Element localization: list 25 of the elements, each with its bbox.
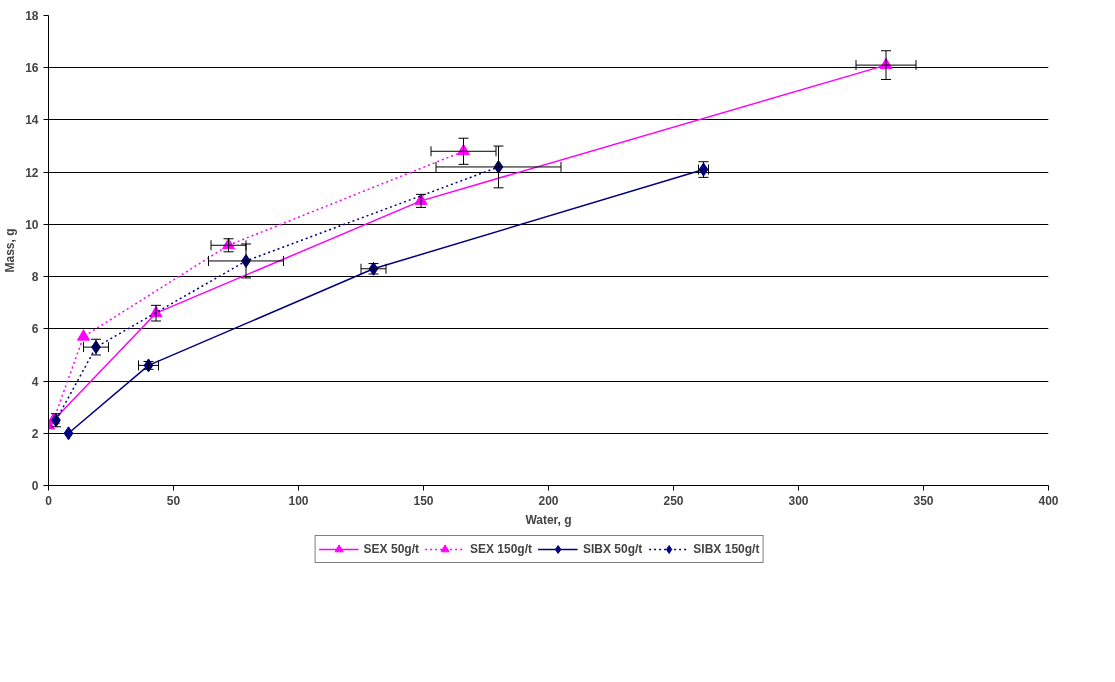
y-tick-label: 2 (31, 426, 39, 441)
x-tick-label: 200 (538, 493, 559, 508)
x-tick-label: 250 (663, 493, 684, 508)
y-axis-title: Mass, g (3, 228, 18, 273)
y-tick-label: 14 (25, 113, 39, 128)
y-tick-label: 18 (25, 9, 39, 23)
y-tick-label: 16 (25, 61, 39, 76)
x-tick-label: 0 (45, 493, 53, 508)
legend-label: SEX 50g/t (363, 542, 419, 556)
x-tick-label: 350 (913, 493, 934, 508)
y-tick-label: 4 (31, 374, 39, 389)
y-tick-label: 0 (31, 479, 39, 493)
x-tick-label: 50 (166, 493, 181, 508)
y-tick-label: 8 (31, 270, 39, 285)
x-tick-label: 400 (1038, 493, 1059, 508)
x-tick-label: 150 (413, 493, 434, 508)
x-tick-label: 100 (288, 493, 309, 508)
y-tick-label: 10 (25, 217, 39, 232)
y-tick-label: 12 (25, 165, 39, 180)
x-tick-label: 300 (788, 493, 809, 508)
legend-label: SIBX 150g/t (693, 542, 760, 556)
legend-label: SEX 150g/t (469, 542, 532, 556)
y-tick-label: 6 (31, 322, 39, 337)
legend-label: SIBX 50g/t (583, 542, 643, 556)
x-axis-title: Water, g (525, 512, 572, 527)
